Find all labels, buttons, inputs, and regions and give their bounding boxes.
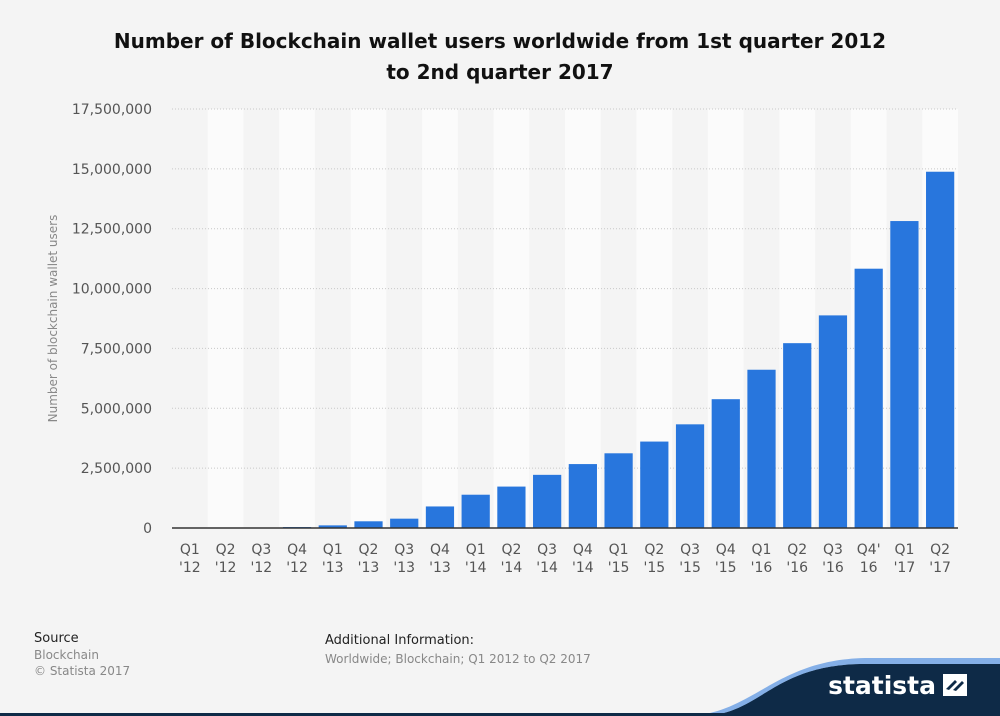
statista-logo-icon — [943, 674, 967, 696]
x-tick-label: Q3 — [251, 542, 271, 558]
bar — [318, 525, 347, 528]
x-tick-label: '15 — [679, 560, 701, 576]
bar — [711, 399, 740, 528]
x-tick-label: '16 — [786, 560, 808, 576]
bar — [747, 369, 776, 528]
y-tick-label: 7,500,000 — [81, 341, 152, 357]
x-tick-label: '13 — [358, 560, 380, 576]
x-tick-label: '16 — [751, 560, 773, 576]
column-band — [207, 109, 244, 528]
x-tick-label: '15 — [715, 560, 737, 576]
x-tick-label: Q4 — [716, 542, 736, 558]
y-tick-label: 15,000,000 — [72, 162, 152, 178]
x-tick-label: '13 — [393, 560, 415, 576]
x-tick-label: Q2 — [930, 542, 950, 558]
source-label: Source — [34, 631, 79, 646]
x-tick-label: '14 — [501, 560, 523, 576]
x-tick-label: '13 — [429, 560, 451, 576]
x-tick-label: Q3 — [823, 542, 843, 558]
bar — [783, 343, 812, 528]
bar — [890, 221, 919, 529]
x-tick-label: Q1 — [752, 542, 772, 558]
x-tick-label: Q3 — [394, 542, 414, 558]
x-tick-label: '17 — [894, 560, 916, 576]
x-tick-label: Q1 — [609, 542, 629, 558]
x-tick-label: '15 — [608, 560, 630, 576]
x-tick-label: Q3 — [537, 542, 557, 558]
y-tick-label: 17,500,000 — [72, 102, 152, 118]
y-axis-label: Number of blockchain wallet users — [46, 215, 60, 423]
x-tick-label: Q3 — [680, 542, 700, 558]
x-tick-label: Q1 — [180, 542, 200, 558]
bar — [354, 521, 383, 528]
chart-title-line-1: Number of Blockchain wallet users worldw… — [113, 29, 887, 53]
x-tick-label: '16 — [822, 560, 844, 576]
statista-wave-shape — [700, 658, 1000, 716]
x-tick-label: Q2 — [359, 542, 379, 558]
bar — [675, 424, 705, 528]
copyright-text: © Statista 2017 — [34, 664, 131, 678]
x-tick-label: Q4 — [287, 542, 307, 558]
bar — [533, 474, 562, 528]
y-tick-label: 2,500,000 — [81, 461, 152, 477]
y-tick-label: 12,500,000 — [72, 222, 152, 238]
source-value: Blockchain — [34, 648, 99, 662]
bar — [568, 464, 597, 528]
x-tick-label: Q4 — [573, 542, 593, 558]
x-tick-label: Q4' — [857, 542, 881, 558]
x-tick-label: '12 — [179, 560, 201, 576]
x-tick-label: '14 — [572, 560, 594, 576]
additional-info-label: Additional Information: — [325, 633, 475, 648]
y-tick-label: 5,000,000 — [81, 401, 152, 417]
x-tick-label: Q2 — [787, 542, 807, 558]
bar — [425, 506, 455, 528]
bottom-border — [0, 713, 1000, 716]
additional-info-block: Additional Information: Worldwide; Block… — [325, 633, 591, 667]
x-tick-label: '14 — [536, 560, 558, 576]
column-band — [350, 109, 387, 528]
x-tick-label: Q4 — [430, 542, 450, 558]
x-tick-label: Q2 — [216, 542, 236, 558]
statista-logo-text[interactable]: statista — [828, 671, 936, 700]
column-band — [279, 109, 315, 528]
bar — [497, 486, 526, 528]
additional-info-value: Worldwide; Blockchain; Q1 2012 to Q2 201… — [325, 652, 591, 666]
x-tick-label: '12 — [215, 560, 237, 576]
x-tick-label: 16 — [860, 560, 878, 576]
column-band — [422, 109, 458, 528]
x-tick-label: Q1 — [894, 542, 914, 558]
bar — [926, 171, 955, 528]
x-tick-label: Q2 — [644, 542, 664, 558]
x-tick-label: Q1 — [466, 542, 486, 558]
chart-title: Number of Blockchain wallet users worldw… — [80, 26, 920, 88]
y-tick-label: 0 — [143, 521, 152, 537]
bar — [640, 441, 669, 528]
x-tick-label: '12 — [250, 560, 272, 576]
bar — [461, 494, 490, 528]
column-band — [493, 109, 530, 528]
x-tick-label: '14 — [465, 560, 487, 576]
x-tick-label: Q2 — [501, 542, 521, 558]
x-tick-label: '12 — [286, 560, 308, 576]
source-block: Source Blockchain © Statista 2017 — [34, 631, 130, 679]
chart-title-line-2: to 2nd quarter 2017 — [386, 60, 614, 84]
x-tick-label: '15 — [643, 560, 665, 576]
bar — [818, 315, 848, 528]
bar — [604, 453, 633, 528]
column-band — [565, 109, 601, 528]
bar — [390, 518, 419, 528]
y-tick-label: 10,000,000 — [72, 282, 152, 298]
bar — [854, 268, 883, 528]
x-tick-label: '17 — [929, 560, 951, 576]
x-tick-label: Q1 — [323, 542, 343, 558]
x-tick-label: '13 — [322, 560, 344, 576]
bar-chart: 0 2,500,000 5,000,000 7,500,000 10,000,000 12… — [46, 102, 958, 576]
